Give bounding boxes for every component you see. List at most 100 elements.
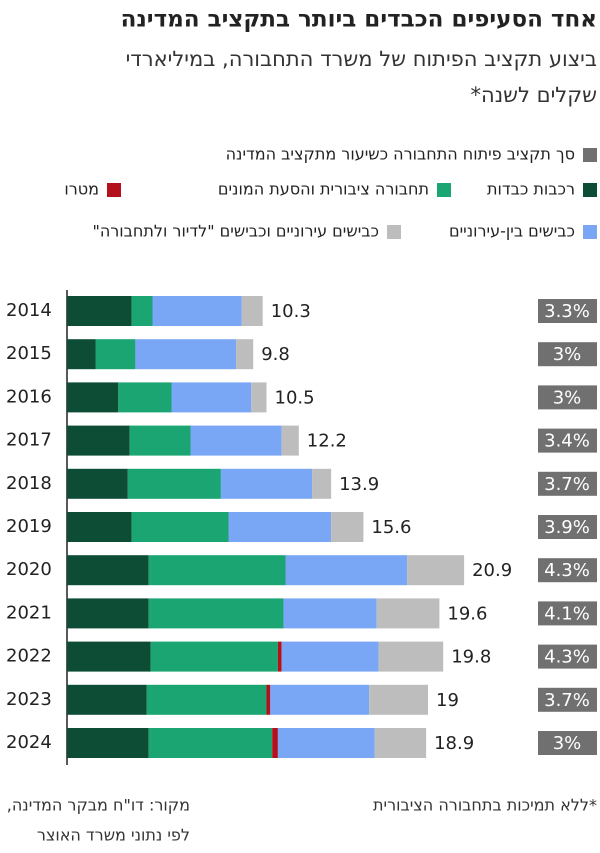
bar-segment [376,598,440,629]
legend-label: כבישים עירוניים וכבישים "לדיור ולתחבורה" [92,222,379,241]
share-label: 3.7% [544,474,590,495]
share-label: 4.1% [544,603,590,624]
total-label: 9.8 [261,344,290,365]
bar-segment [312,468,332,499]
bar-segment [67,728,149,758]
bar-segment [118,382,172,413]
bar-segment [148,555,286,586]
share-label: 3.9% [544,517,590,538]
bar-segment [148,728,273,758]
share-box [538,471,597,496]
y-tick-label: 2021 [6,602,52,623]
share-box [538,342,597,367]
bar-segment [277,641,282,672]
bar-segment [67,382,119,413]
share-box [538,687,597,712]
bar-segment [220,468,313,499]
bar-segment [374,728,427,758]
bar-segment [146,684,267,715]
bar-segment [281,425,299,456]
share-label: 3.4% [544,431,590,452]
y-tick-label: 2022 [6,646,52,667]
y-tick-label: 2020 [6,559,52,580]
bar-segment [67,641,151,672]
share-label: 4.3% [544,647,590,668]
share-box [538,299,597,323]
legend-label: מטרו [64,180,99,199]
bar-segment [331,512,364,542]
total-label: 10.3 [271,301,311,322]
legend-label: רכבות כבדות [487,180,575,199]
legend-label: כבישים בין-עירוניים [449,222,575,241]
total-label: 10.5 [275,387,315,408]
total-label: 15.6 [371,517,411,538]
share-label: 3% [553,733,582,754]
bar-segment [67,339,96,370]
share-box [538,385,597,410]
bar-segment [171,382,252,413]
bar-segment [251,382,267,413]
y-tick-label: 2023 [6,689,52,710]
share-label: 3% [553,387,582,408]
bar-segment [148,598,284,629]
chart-subtitle: שקלים לשנה* [471,83,597,107]
legend-label: סך תקציב פיתוח התחבורה כשיעור מתקציב המד… [226,145,575,164]
bar-segment [67,425,130,456]
bar-segment [127,468,221,499]
bar-segment [135,339,237,370]
bar-segment [150,641,278,672]
bar-segment [67,598,149,629]
bar-segment [272,728,278,758]
share-box [538,428,597,453]
bar-segment [236,339,254,370]
footnote: *ללא תמיכות בתחבורה הציבורית [373,796,597,815]
total-label: 20.9 [472,560,512,581]
bar-segment [129,425,191,456]
bar-segment [266,684,271,715]
bar-segment [190,425,282,456]
total-label: 19.8 [451,647,491,668]
source: לפי נתוני משרד האוצר [37,826,190,845]
legend-swatch [387,225,401,239]
bar-segment [67,468,128,499]
bar-segment [277,728,375,758]
legend-swatch [583,148,597,162]
total-label: 18.9 [434,733,474,754]
legend-swatch [437,183,451,197]
share-box [538,601,597,626]
y-tick-label: 2018 [6,473,52,494]
share-box [538,515,597,539]
share-label: 3.3% [544,301,590,322]
share-label: 3.7% [544,690,590,711]
bar-segment [95,339,136,370]
y-tick-label: 2016 [6,386,52,407]
total-label: 19 [436,690,459,711]
bar-segment [131,512,229,542]
share-label: 3% [553,344,582,365]
source: מקור: דו"ח מבקר המדינה, [7,796,190,815]
legend-swatch [107,183,121,197]
bar-segment [378,641,444,672]
bar-segment [67,512,132,542]
total-label: 19.6 [447,603,487,624]
bar-segment [241,296,263,326]
bar-segment [131,296,153,326]
legend-label: תחבורה ציבורית והסעת המונים [218,180,429,199]
bar-segment [228,512,332,542]
share-box [538,731,597,755]
total-label: 12.2 [307,431,347,452]
legend-swatch [583,183,597,197]
bar-segment [270,684,370,715]
bar-segment [152,296,242,326]
bar-segment [285,555,408,586]
y-tick-label: 2014 [6,300,52,321]
bar-segment [67,684,147,715]
bar-segment [67,296,132,326]
legend-swatch [583,225,597,239]
total-label: 13.9 [339,474,379,495]
share-box [538,644,597,669]
bar-segment [283,598,377,629]
bar-segment [67,555,149,586]
y-tick-label: 2024 [6,732,52,753]
